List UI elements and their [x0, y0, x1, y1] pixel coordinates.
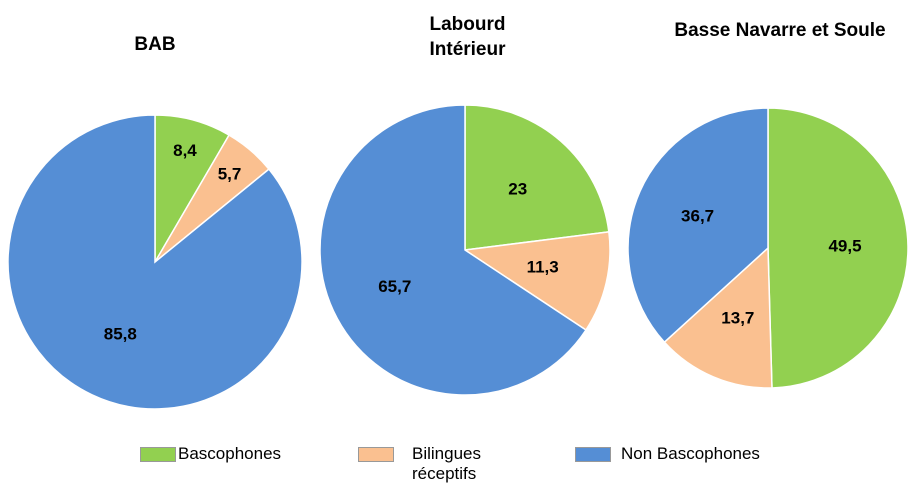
pie-slice: [462, 230, 611, 332]
data-label: 49,5: [828, 236, 861, 255]
pie-slice: [627, 107, 769, 344]
data-label: 23: [508, 180, 527, 199]
legend-swatch: [358, 447, 394, 462]
chart-title: Basse Navarre et Soule: [674, 20, 886, 41]
legend-label: Non Bascophones: [621, 444, 760, 463]
pie-slice: [7, 114, 303, 410]
pie-slice: [767, 107, 909, 389]
pie-slice: [663, 246, 773, 389]
pie-slice: [319, 104, 587, 396]
data-label: 13,7: [721, 308, 754, 327]
legend-label: Bascophones: [178, 444, 282, 463]
chart-title: BAB: [134, 34, 176, 55]
legend-label: Bilingues réceptifs: [412, 444, 481, 483]
data-label: 5,7: [218, 164, 242, 183]
data-label: 8,4: [173, 141, 197, 160]
data-label: 65,7: [378, 277, 411, 296]
legend-swatch: [140, 447, 176, 462]
data-label: 36,7: [681, 206, 714, 225]
data-label: 85,8: [104, 325, 137, 344]
pie-slice: [464, 104, 610, 251]
legend-swatch: [575, 447, 611, 462]
data-label: 11,3: [527, 258, 559, 277]
chart-title: Labourd Intérieur: [429, 14, 506, 60]
